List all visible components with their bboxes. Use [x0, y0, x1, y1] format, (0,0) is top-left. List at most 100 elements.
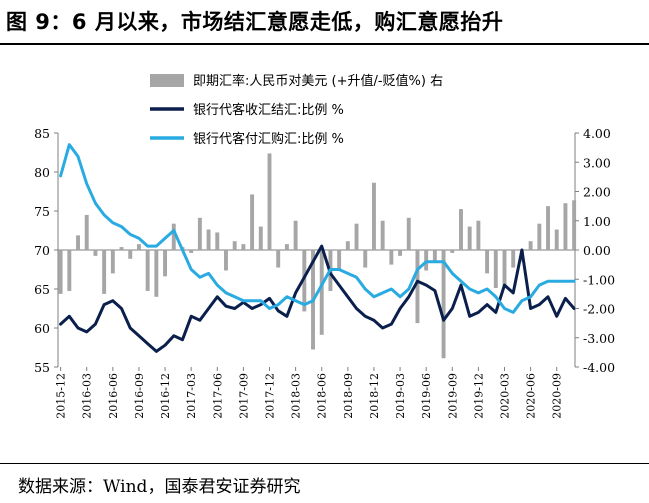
x-tick-label: 2018-12: [368, 373, 381, 419]
exchange-rate-bar: [528, 241, 533, 250]
exchange-rate-bar: [345, 241, 350, 250]
x-tick-label: 2019-12: [472, 373, 485, 419]
x-tick-label: 2017-12: [264, 373, 277, 419]
exchange-rate-bar: [250, 194, 255, 250]
exchange-rate-bar: [485, 250, 490, 274]
exchange-rate-bar: [398, 250, 403, 256]
settlement-ratio-line: [59, 244, 576, 353]
x-tick-label: 2018-03: [290, 373, 303, 419]
right-tick-label: -1.00: [583, 272, 615, 287]
x-tick-label: 2019-09: [446, 373, 459, 419]
x-tick-label: 2018-06: [316, 373, 329, 419]
title-divider: [0, 43, 649, 45]
exchange-rate-bar: [380, 220, 385, 250]
footer-divider: [0, 463, 649, 464]
right-tick-label: 1.00: [583, 214, 611, 229]
exchange-rate-bar: [163, 250, 168, 277]
exchange-rate-bar: [76, 235, 80, 250]
right-tick-label: 4.00: [583, 126, 611, 141]
right-tick-label: 3.00: [583, 155, 611, 170]
exchange-rate-bar: [432, 250, 437, 262]
exchange-rate-bar: [93, 250, 98, 256]
exchange-rate-bar: [319, 250, 324, 335]
exchange-rate-bar: [145, 250, 150, 291]
x-tick-label: 2016-06: [107, 373, 120, 419]
purchase-ratio-line: [59, 143, 576, 314]
x-tick-label: 2015-12: [55, 373, 68, 419]
exchange-rate-bar: [102, 250, 107, 294]
left-tick-label: 65: [34, 282, 50, 297]
left-tick-label: 85: [34, 126, 50, 141]
exchange-rate-bar: [189, 250, 194, 253]
exchange-rate-bar: [415, 250, 420, 324]
right-tick-label: -4.00: [583, 360, 615, 375]
exchange-rate-bar: [354, 223, 359, 250]
exchange-rate-bar: [110, 250, 115, 274]
left-tick-label: 55: [34, 360, 50, 375]
x-tick-label: 2016-03: [81, 373, 94, 419]
exchange-rate-bar: [450, 250, 455, 253]
right-tick-label: -3.00: [583, 331, 615, 346]
left-tick-label: 60: [34, 321, 50, 336]
exchange-rate-bar: [371, 182, 376, 250]
exchange-rate-bar: [215, 232, 220, 250]
x-tick-label: 2020-09: [551, 373, 564, 419]
left-axis-ticks: 85 80 75 70 65 60 55: [34, 126, 58, 375]
exchange-rate-bar: [206, 229, 211, 250]
exchange-rate-bar: [389, 250, 394, 265]
exchange-rate-bar: [84, 214, 89, 250]
exchange-rate-bar: [119, 247, 124, 250]
exchange-rate-bar: [502, 250, 507, 289]
left-tick-label: 75: [34, 204, 50, 219]
exchange-rate-bar: [276, 250, 281, 268]
exchange-rate-bar: [441, 250, 446, 359]
x-tick-label: 2017-03: [185, 373, 198, 419]
x-tick-label: 2020-03: [499, 373, 512, 419]
exchange-rate-bar: [232, 241, 237, 250]
exchange-rate-bar: [267, 153, 272, 250]
x-axis-ticks: 2015-12 2016-03 2016-06 2016-09 2016-12 2017-…: [55, 367, 564, 419]
exchange-rate-bar: [67, 250, 72, 291]
exchange-rate-bar: [136, 244, 141, 250]
exchange-rate-bar: [554, 229, 559, 250]
legend-label-exchange-rate: 即期汇率:人民币对美元 (+升值/-贬值%) 右: [193, 73, 443, 89]
chart-legend: 即期汇率:人民币对美元 (+升值/-贬值%) 右 银行代客收汇结汇:比例 % 银…: [150, 73, 443, 147]
exchange-rate-bar: [293, 220, 298, 250]
right-tick-label: 2.00: [583, 185, 611, 200]
x-tick-label: 2018-09: [342, 373, 355, 419]
exchange-rate-bar: [476, 220, 481, 250]
right-axis-ticks: 4.00 3.00 2.00 1.00 0.00 -1.00 -2.00 -3.00 -4.00: [575, 126, 615, 375]
left-tick-label: 70: [34, 243, 50, 258]
exchange-rate-bar: [302, 250, 307, 312]
x-tick-label: 2017-06: [211, 373, 224, 419]
exchange-rate-bar: [258, 226, 263, 250]
exchange-rate-bar: [572, 200, 577, 250]
exchange-rate-bar: [459, 209, 463, 250]
exchange-rate-bar: [406, 217, 411, 250]
legend-swatch-bars: [150, 74, 184, 87]
right-tick-label: 0.00: [583, 243, 611, 258]
chart-lines: [59, 143, 576, 353]
exchange-rate-bar: [563, 203, 568, 250]
exchange-rate-bar: [546, 206, 550, 250]
exchange-rate-bar: [467, 226, 472, 250]
exchange-rate-bar: [363, 250, 368, 268]
exchange-rate-bar: [197, 217, 202, 250]
exchange-rate-bar: [537, 223, 542, 250]
left-tick-label: 80: [34, 165, 50, 180]
exchange-rate-bar: [241, 244, 246, 250]
right-tick-label: -2.00: [583, 302, 615, 317]
x-tick-label: 2019-03: [394, 373, 407, 419]
x-tick-label: 2017-09: [237, 373, 250, 419]
exchange-rate-bar: [154, 250, 159, 297]
exchange-rate-bar: [224, 250, 228, 271]
exchange-rate-bar: [284, 244, 289, 250]
x-tick-label: 2020-06: [525, 373, 538, 419]
exchange-rate-bar: [511, 250, 516, 268]
legend-label-settlement: 银行代客收汇结汇:比例 %: [193, 102, 344, 118]
source-note: 数据来源：Wind，国泰君安证券研究: [18, 477, 301, 497]
exchange-rate-bar: [128, 250, 133, 259]
page-title: 图 9：6 月以来，市场结汇意愿走低，购汇意愿抬升: [6, 10, 504, 34]
x-tick-label: 2016-09: [133, 373, 146, 419]
